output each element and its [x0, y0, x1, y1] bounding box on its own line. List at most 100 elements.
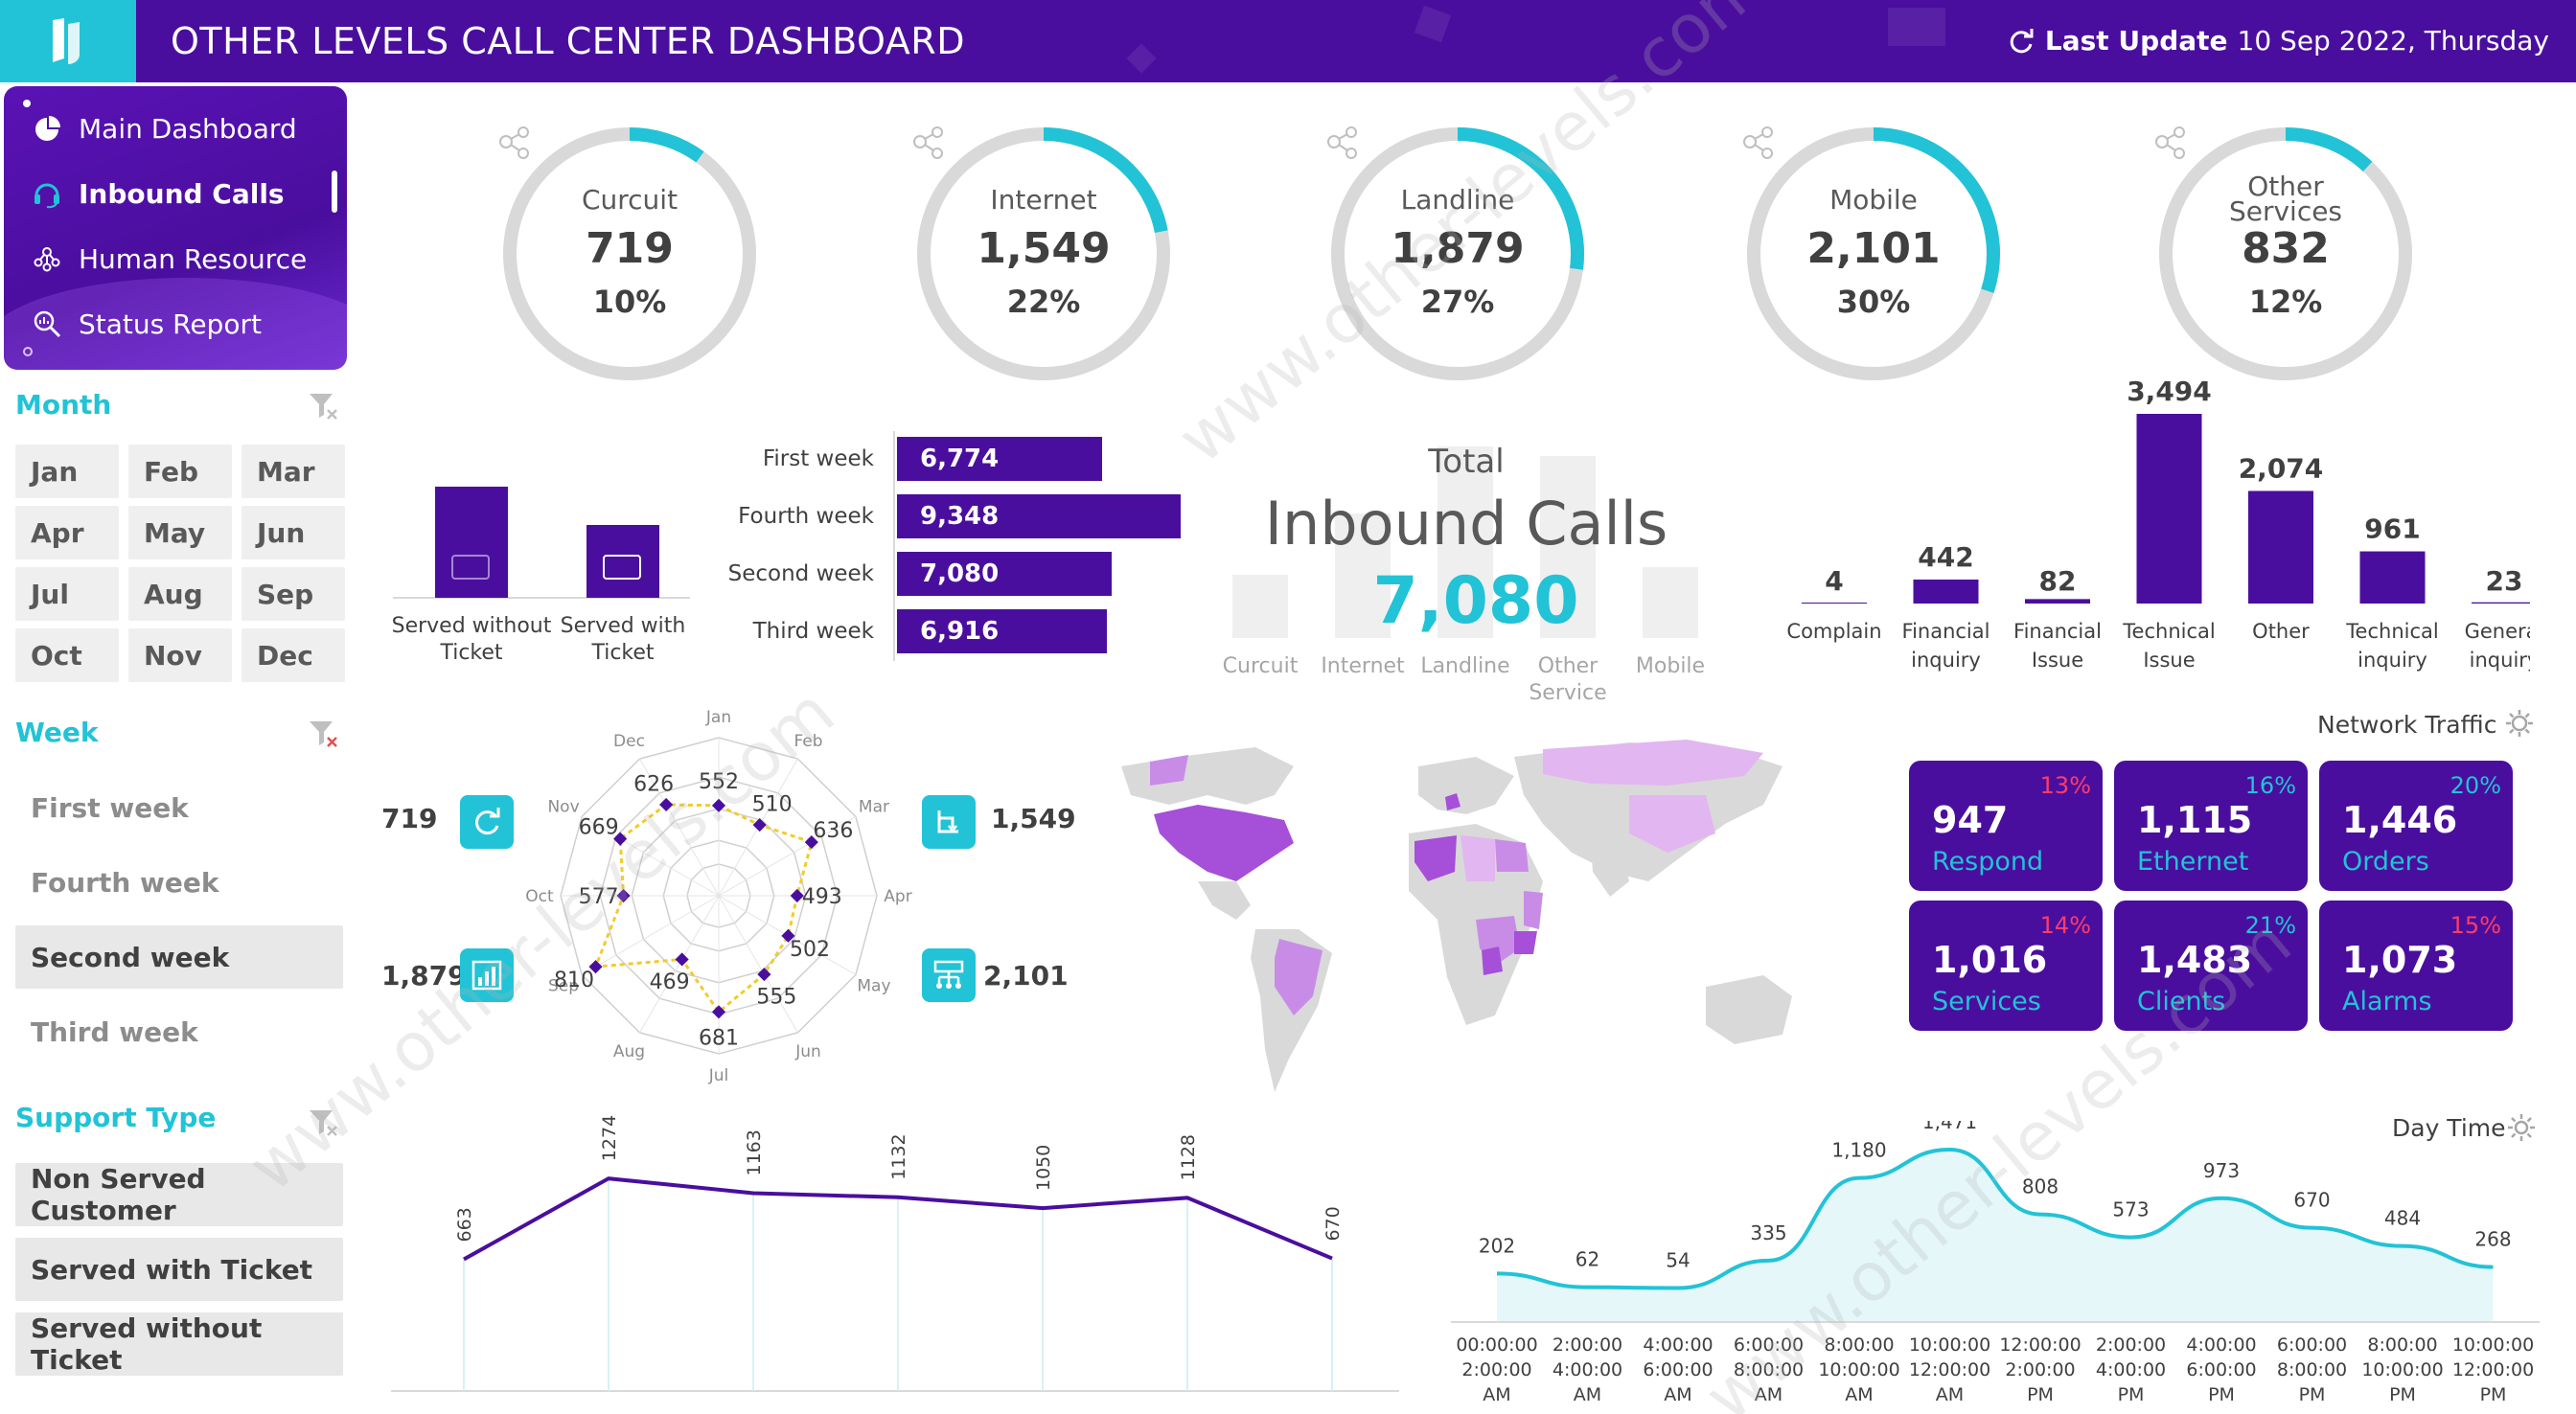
- network-traffic-card[interactable]: 13% 947 Respond: [1909, 761, 2103, 891]
- week-bar[interactable]: 6,774: [897, 437, 1103, 481]
- phone-icon: [1315, 115, 1368, 169]
- radar-point[interactable]: [711, 798, 726, 812]
- network-traffic-card[interactable]: 14% 1,016 Services: [1909, 901, 2103, 1031]
- nav-item-status-report[interactable]: Status Report: [31, 295, 337, 353]
- nav-item-inbound-calls[interactable]: Inbound Calls: [31, 165, 337, 222]
- app-logo[interactable]: [0, 0, 136, 82]
- support-type-item[interactable]: Served without Ticket: [15, 1312, 343, 1376]
- radar-point[interactable]: [588, 960, 603, 974]
- category-bar[interactable]: [2472, 602, 2530, 604]
- week-bar[interactable]: 6,916: [897, 609, 1107, 653]
- month-slicer-item[interactable]: Aug: [128, 567, 232, 621]
- category-bar[interactable]: [2248, 490, 2313, 604]
- month-slicer-item[interactable]: Jul: [15, 567, 119, 621]
- radar-point[interactable]: [711, 1005, 726, 1019]
- week-slicer-item[interactable]: First week: [15, 776, 343, 839]
- week-slicer-item[interactable]: Second week: [15, 925, 343, 989]
- ring-gauge: [917, 127, 1170, 380]
- radar-month-label: Sep: [548, 977, 579, 996]
- area-value-label: 268: [2474, 1228, 2511, 1251]
- radar-value-label: 502: [790, 938, 830, 962]
- category-bar[interactable]: [1913, 579, 1979, 604]
- radar-point[interactable]: [659, 797, 674, 812]
- week-slicer-item[interactable]: Fourth week: [15, 851, 343, 914]
- category-label: Financial: [2013, 620, 2102, 643]
- radar-point[interactable]: [616, 888, 631, 903]
- month-slicer-item[interactable]: Nov: [128, 628, 232, 682]
- month-slicer-item[interactable]: Sep: [242, 567, 345, 621]
- ring-progress: [917, 127, 1170, 380]
- support-type-filter-title: Support Type: [15, 1102, 217, 1133]
- kpi-label: Alarms: [2342, 987, 2432, 1016]
- ring-gauge: [503, 127, 756, 380]
- radar-mobile-value: 2,101: [983, 960, 1069, 992]
- support-type-item[interactable]: Served with Ticket: [15, 1238, 343, 1301]
- kpi-value: 1,115: [2137, 799, 2253, 841]
- week-bar[interactable]: 7,080: [897, 552, 1113, 596]
- line-value-label: 1128: [1178, 1134, 1199, 1180]
- kpi-percent: 21%: [2244, 912, 2296, 939]
- area-value-label: 54: [1666, 1248, 1690, 1271]
- month-slicer-item[interactable]: Jun: [242, 506, 345, 559]
- week-slicer-item[interactable]: Third week: [15, 1000, 343, 1063]
- area-x-label: PM: [2027, 1384, 2054, 1405]
- total-label: Total: [1428, 443, 1505, 481]
- world-map: [1121, 740, 1792, 1092]
- gear-icon[interactable]: [2503, 707, 2536, 740]
- sun-icon: [2508, 1114, 2535, 1141]
- support-type-item[interactable]: Non Served Customer: [15, 1163, 343, 1226]
- radar-value-label: 810: [554, 969, 594, 992]
- category-value-label: 3,494: [2127, 376, 2212, 407]
- radar-point[interactable]: [790, 888, 804, 903]
- area-value-label: 335: [1750, 1221, 1786, 1244]
- month-slicer-item[interactable]: Apr: [15, 506, 119, 559]
- category-ring: Curcuit 719 10%: [499, 125, 759, 383]
- week-filter-title: Week: [15, 717, 99, 748]
- month-slicer-item[interactable]: Feb: [128, 445, 232, 498]
- radar-value-label: 552: [699, 770, 739, 794]
- area-x-label: 4:00:00: [2096, 1359, 2166, 1380]
- network-traffic-card[interactable]: 20% 1,446 Orders: [2319, 761, 2513, 891]
- month-slicer-item[interactable]: Dec: [242, 628, 345, 682]
- network-traffic-card[interactable]: 16% 1,115 Ethernet: [2114, 761, 2308, 891]
- month-slicer-item[interactable]: Oct: [15, 628, 119, 682]
- month-slicer-item[interactable]: May: [128, 506, 232, 559]
- clear-filter-icon[interactable]: [307, 1106, 339, 1138]
- nav-item-human-resource[interactable]: Human Resource: [31, 230, 337, 287]
- radar-point[interactable]: [613, 832, 628, 846]
- nav-item-label: Status Report: [79, 308, 262, 340]
- area-x-label: 12:00:00: [1999, 1334, 2081, 1356]
- month-slicer-item[interactable]: Jan: [15, 445, 119, 498]
- total-bg-bar: [1232, 575, 1288, 638]
- refresh-icon[interactable]: [2007, 27, 2036, 56]
- category-ring: Other Services 832 12%: [2155, 125, 2415, 383]
- ring-gauge: [1331, 127, 1584, 380]
- radar-point[interactable]: [752, 818, 767, 832]
- kpi-value: 1,483: [2137, 939, 2253, 981]
- category-bar[interactable]: [2136, 414, 2202, 604]
- category-bar[interactable]: [2359, 551, 2426, 604]
- map-south-america: [1251, 929, 1332, 1092]
- category-bar[interactable]: [2025, 599, 2090, 604]
- network-traffic-card[interactable]: 15% 1,073 Alarms: [2319, 901, 2513, 1031]
- category-bar[interactable]: [1802, 603, 1867, 604]
- clear-filter-icon[interactable]: [307, 389, 339, 422]
- area-x-label: 00:00:00: [1456, 1334, 1537, 1356]
- nav-item-main-dashboard[interactable]: Main Dashboard: [31, 100, 337, 157]
- map-oceania: [1706, 975, 1792, 1044]
- ticket-bar[interactable]: [586, 525, 659, 598]
- ring-label: Curcuit: [581, 184, 678, 216]
- total-bg-bar: [1643, 567, 1698, 638]
- week-bar[interactable]: 9,348: [897, 494, 1181, 538]
- line-value-label: 670: [1322, 1206, 1344, 1241]
- area-x-label: AM: [1845, 1384, 1873, 1405]
- ticket-bar[interactable]: [435, 487, 508, 598]
- month-slicer-item[interactable]: Mar: [242, 445, 345, 498]
- radar-point[interactable]: [675, 952, 689, 967]
- area-value-label: 808: [2022, 1175, 2058, 1198]
- kpi-value: 1,446: [2342, 799, 2458, 841]
- clear-filter-icon[interactable]: [307, 717, 339, 749]
- network-traffic-card[interactable]: 21% 1,483 Clients: [2114, 901, 2308, 1031]
- radar-point[interactable]: [757, 968, 771, 982]
- map-region-ethiopia: [1524, 891, 1543, 929]
